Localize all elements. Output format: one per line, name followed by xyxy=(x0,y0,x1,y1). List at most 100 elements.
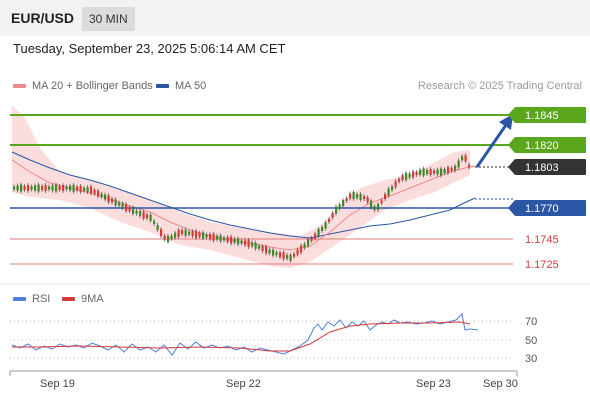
price-panel: 1.1845 1.1820 1.1803 1.1770 1.1745 1.172… xyxy=(10,105,586,271)
svg-text:1.1803: 1.1803 xyxy=(525,162,559,174)
candle-body xyxy=(454,165,457,171)
candle-body xyxy=(464,155,467,162)
candle-body xyxy=(93,189,96,194)
candle-body xyxy=(328,219,331,222)
candle-body xyxy=(314,233,317,239)
candle-body xyxy=(86,187,89,193)
candle-body xyxy=(34,185,37,191)
candle-body xyxy=(279,252,282,258)
candle-body xyxy=(352,192,355,199)
candle-body xyxy=(419,169,422,175)
candle-body xyxy=(261,246,264,252)
svg-text:1.1845: 1.1845 xyxy=(525,110,559,122)
candle-body xyxy=(258,245,261,249)
ma20-label: MA 20 + Bollinger Bands xyxy=(32,80,153,92)
candle-body xyxy=(433,170,436,174)
price-label-1803: 1.1803 xyxy=(508,159,586,175)
timeframe-badge[interactable]: 30 MIN xyxy=(82,7,135,31)
candle-body xyxy=(118,202,121,206)
candle-body xyxy=(195,230,198,238)
candle-body xyxy=(373,206,376,211)
candle-body xyxy=(163,235,166,240)
price-label-1845: 1.1845 xyxy=(508,107,586,123)
symbol-label: EUR/USD xyxy=(11,10,75,26)
candle-body xyxy=(167,235,170,242)
candle-body xyxy=(153,220,156,224)
candle-body xyxy=(230,236,233,244)
candle-body xyxy=(198,232,201,237)
candle-body xyxy=(174,232,177,238)
candle-body xyxy=(30,186,33,190)
candle-body xyxy=(310,238,313,241)
candle-body xyxy=(412,171,415,178)
candle-body xyxy=(401,175,404,181)
ma50-line xyxy=(11,151,476,239)
candle-body xyxy=(338,204,341,209)
candle-body xyxy=(69,185,72,191)
candle-body xyxy=(23,186,26,190)
candle-body xyxy=(300,245,303,253)
candle-body xyxy=(426,170,429,174)
candle-body xyxy=(321,227,324,231)
candle-body xyxy=(443,169,446,174)
candle-body xyxy=(342,200,345,206)
candle-body xyxy=(216,235,219,240)
candle-body xyxy=(97,190,100,197)
bollinger-band xyxy=(12,105,470,268)
candle-body xyxy=(349,193,352,199)
rsi-tick-30: 30 xyxy=(525,353,537,365)
candle-body xyxy=(209,234,212,239)
candle-body xyxy=(254,242,257,249)
candle-body xyxy=(111,198,114,203)
candle-body xyxy=(377,204,380,210)
x-tick-sep19: Sep 19 xyxy=(40,378,75,390)
candle-body xyxy=(359,193,362,200)
ma50-label: MA 50 xyxy=(175,80,207,92)
candle-body xyxy=(226,236,229,242)
ma20-swatch xyxy=(13,84,26,89)
chart-header: EUR/USD 30 MIN xyxy=(0,0,590,36)
credit-label: Research © 2025 Trading Central xyxy=(417,80,582,92)
candle-body xyxy=(324,222,327,229)
candle-body xyxy=(83,187,86,191)
candle-body xyxy=(128,207,131,212)
candle-body xyxy=(289,254,292,261)
candle-body xyxy=(251,242,254,247)
candle-body xyxy=(380,200,383,204)
price-label-1820: 1.1820 xyxy=(508,137,586,153)
candle-body xyxy=(20,184,23,192)
candle-body xyxy=(58,186,61,190)
candle-body xyxy=(247,240,250,247)
candle-body xyxy=(233,238,236,243)
candle-body xyxy=(366,197,369,203)
ma9-label: 9MA xyxy=(81,293,104,305)
candle-body xyxy=(100,193,103,197)
rsi-tick-50: 50 xyxy=(525,335,537,347)
candle-body xyxy=(244,240,247,246)
svg-text:1.1820: 1.1820 xyxy=(525,140,559,152)
rsi-tick-70: 70 xyxy=(525,316,537,328)
candle-body xyxy=(104,194,107,200)
candle-body xyxy=(237,238,240,245)
candle-body xyxy=(27,185,30,191)
candle-body xyxy=(223,237,226,241)
candle-body xyxy=(205,234,208,238)
candle-body xyxy=(79,185,82,192)
x-axis: Sep 19 Sep 22 Sep 23 Sep 30 xyxy=(9,370,518,390)
candle-body xyxy=(440,168,443,176)
candle-body xyxy=(170,235,173,239)
candle-body xyxy=(62,185,65,191)
candle-body xyxy=(139,211,142,217)
candle-body xyxy=(457,160,460,168)
candle-body xyxy=(44,185,47,191)
candle-body xyxy=(125,204,128,211)
candle-body xyxy=(450,167,453,171)
candle-body xyxy=(268,249,271,254)
candle-body xyxy=(293,253,296,257)
candle-body xyxy=(149,214,152,221)
legend-ma20: MA 20 + Bollinger Bands xyxy=(13,80,153,92)
projection-arrow xyxy=(475,114,513,168)
x-tick-sep23: Sep 23 xyxy=(416,378,451,390)
candle-body xyxy=(51,185,54,191)
